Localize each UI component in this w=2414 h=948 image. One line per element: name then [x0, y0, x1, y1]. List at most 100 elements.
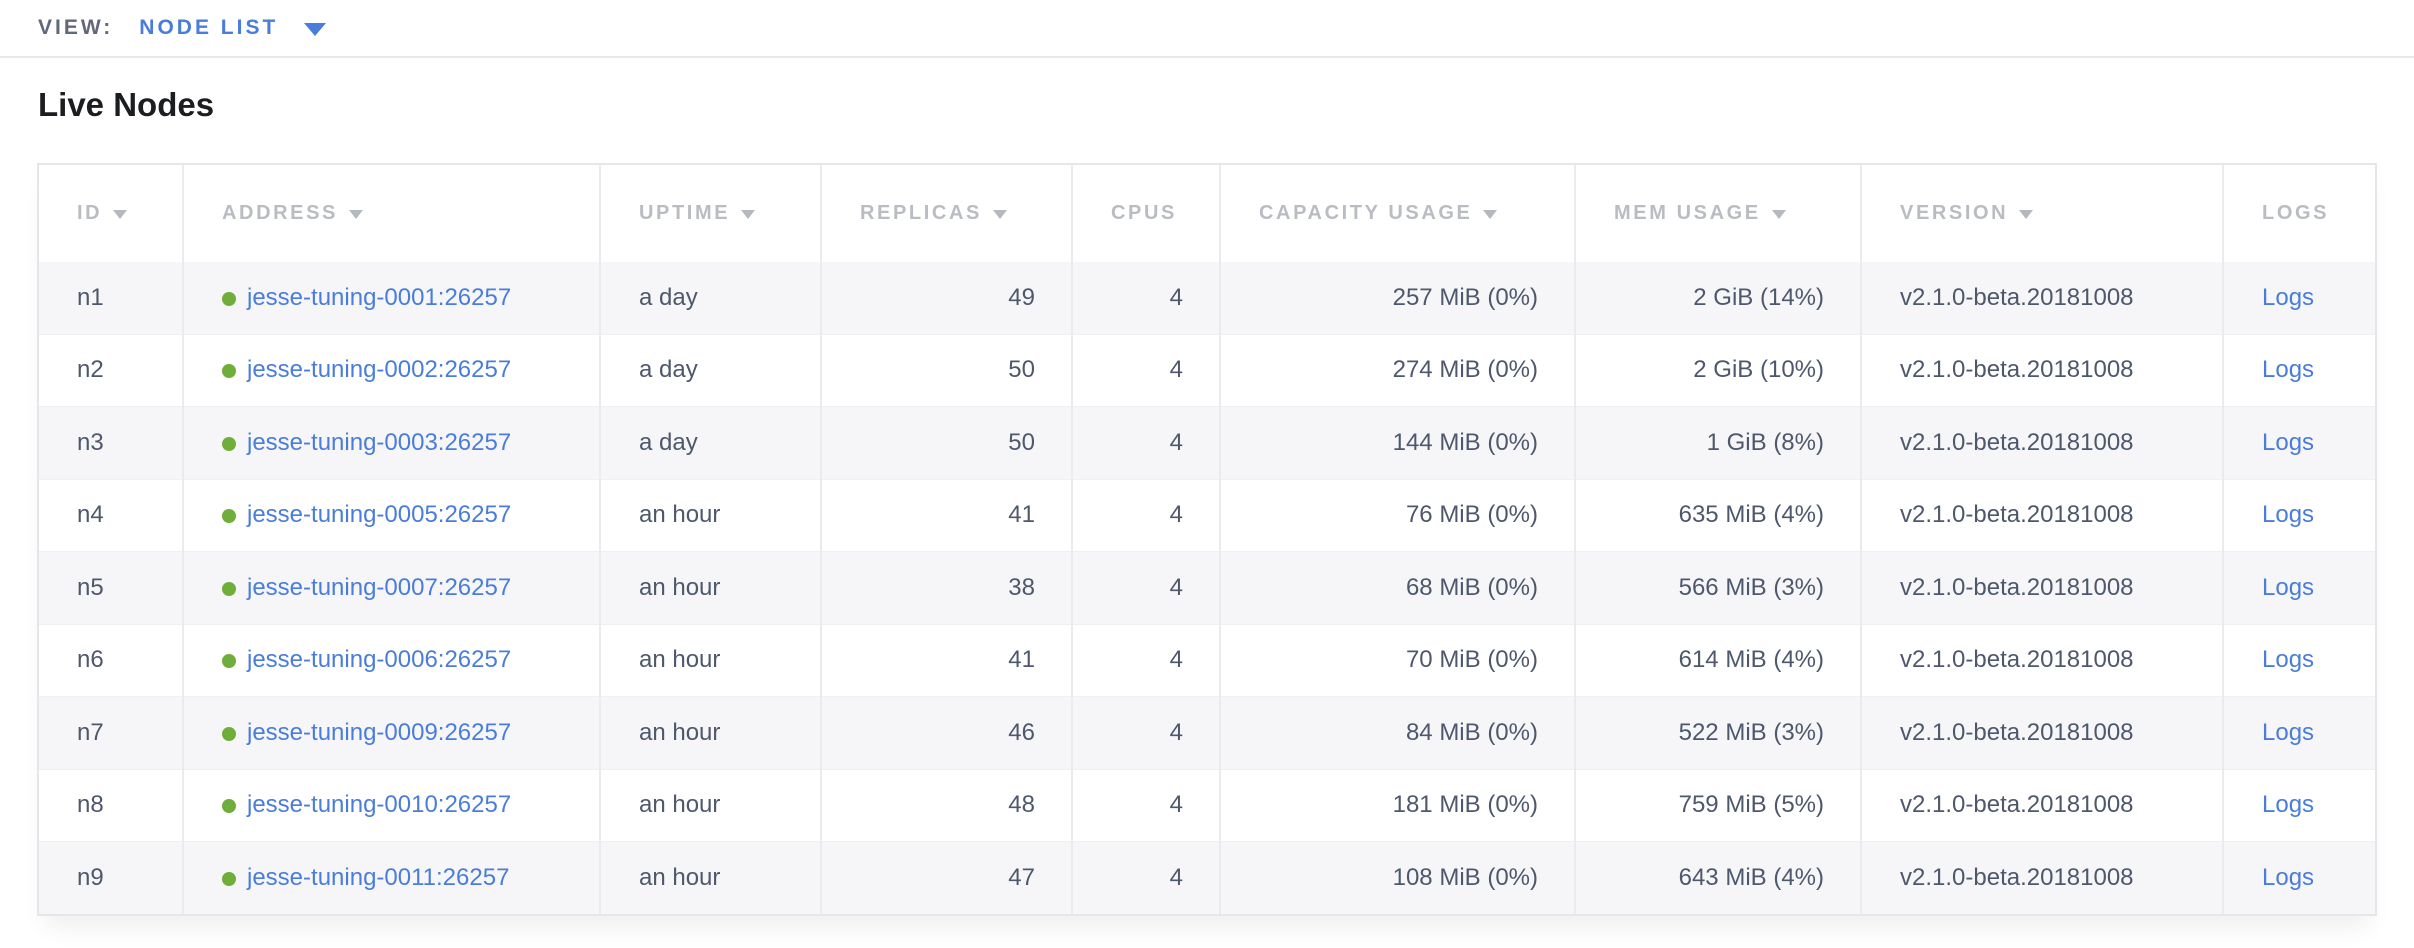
- capacity-usage-cell: 257 MiB (0%): [1220, 261, 1576, 335]
- version-cell: v2.1.0-beta.20181008: [1861, 551, 2224, 625]
- node-address-cell: jesse-tuning-0006:26257: [183, 623, 601, 697]
- column-header-capacity[interactable]: CAPACITY USAGE: [1220, 164, 1576, 262]
- column-header-address[interactable]: ADDRESS: [183, 164, 601, 262]
- replicas-cell: 41: [821, 478, 1073, 552]
- version-cell: v2.1.0-beta.20181008: [1861, 406, 2224, 480]
- logs-cell: Logs: [2223, 333, 2375, 407]
- replicas-cell: 47: [821, 841, 1073, 915]
- logs-link[interactable]: Logs: [2262, 791, 2315, 819]
- version-cell: v2.1.0-beta.20181008: [1861, 623, 2224, 697]
- node-address-cell: jesse-tuning-0001:26257: [183, 261, 601, 335]
- column-header-logs: LOGS: [2223, 164, 2375, 262]
- capacity-usage-cell: 68 MiB (0%): [1220, 551, 1576, 625]
- column-header-cpus: CPUS: [1072, 164, 1221, 262]
- sort-caret-icon: [992, 209, 1007, 219]
- logs-cell: Logs: [2223, 696, 2375, 770]
- node-health-icon: [222, 654, 236, 669]
- node-health-icon: [222, 509, 236, 524]
- column-header-label: CPUS: [1111, 201, 1177, 224]
- capacity-usage-cell: 144 MiB (0%): [1220, 406, 1576, 480]
- logs-link[interactable]: Logs: [2262, 718, 2315, 746]
- caret-down-icon: [304, 23, 327, 36]
- node-id-cell: n8: [39, 768, 184, 842]
- sort-caret-icon: [2019, 209, 2034, 219]
- node-address-link[interactable]: jesse-tuning-0003:26257: [247, 428, 512, 456]
- uptime-cell: an hour: [600, 841, 822, 915]
- table-row: n3 jesse-tuning-0003:26257 a day 50 4 14…: [39, 406, 2375, 480]
- replicas-cell: 48: [821, 768, 1073, 842]
- column-header-uptime[interactable]: UPTIME: [600, 164, 822, 262]
- logs-link[interactable]: Logs: [2262, 356, 2315, 384]
- logs-cell: Logs: [2223, 623, 2375, 697]
- column-header-mem[interactable]: MEM USAGE: [1575, 164, 1862, 262]
- version-cell: v2.1.0-beta.20181008: [1861, 261, 2224, 335]
- mem-usage-cell: 614 MiB (4%): [1575, 623, 1862, 697]
- node-address-link[interactable]: jesse-tuning-0010:26257: [247, 791, 512, 819]
- node-address-link[interactable]: jesse-tuning-0001:26257: [247, 283, 512, 311]
- capacity-usage-cell: 274 MiB (0%): [1220, 333, 1576, 407]
- mem-usage-cell: 643 MiB (4%): [1575, 841, 1862, 915]
- version-cell: v2.1.0-beta.20181008: [1861, 841, 2224, 915]
- node-health-icon: [222, 436, 236, 451]
- node-address-link[interactable]: jesse-tuning-0002:26257: [247, 356, 512, 384]
- sort-caret-icon: [1771, 209, 1786, 219]
- node-address-link[interactable]: jesse-tuning-0005:26257: [247, 501, 512, 529]
- node-address-link[interactable]: jesse-tuning-0009:26257: [247, 718, 512, 746]
- logs-cell: Logs: [2223, 841, 2375, 915]
- cpus-cell: 4: [1072, 333, 1221, 407]
- table-row: n1 jesse-tuning-0001:26257 a day 49 4 25…: [39, 261, 2375, 335]
- logs-link[interactable]: Logs: [2262, 283, 2315, 311]
- node-id-cell: n4: [39, 478, 184, 552]
- cpus-cell: 4: [1072, 841, 1221, 915]
- node-address-cell: jesse-tuning-0010:26257: [183, 768, 601, 842]
- uptime-cell: an hour: [600, 768, 822, 842]
- column-header-label: ADDRESS: [222, 201, 338, 224]
- table-row: n4 jesse-tuning-0005:26257 an hour 41 4 …: [39, 478, 2375, 552]
- column-header-id[interactable]: ID: [39, 164, 184, 262]
- logs-link[interactable]: Logs: [2262, 428, 2315, 456]
- column-header-replicas[interactable]: REPLICAS: [821, 164, 1073, 262]
- main-content: Live Nodes ID ADDRESS UPTIME REPLICAS CPUS CA…: [0, 85, 2414, 917]
- capacity-usage-cell: 76 MiB (0%): [1220, 478, 1576, 552]
- replicas-cell: 50: [821, 406, 1073, 480]
- mem-usage-cell: 522 MiB (3%): [1575, 696, 1862, 770]
- column-header-label: ID: [77, 201, 103, 224]
- logs-link[interactable]: Logs: [2262, 573, 2315, 601]
- node-id-cell: n7: [39, 696, 184, 770]
- mem-usage-cell: 759 MiB (5%): [1575, 768, 1862, 842]
- node-address-cell: jesse-tuning-0005:26257: [183, 478, 601, 552]
- table-row: n6 jesse-tuning-0006:26257 an hour 41 4 …: [39, 623, 2375, 697]
- replicas-cell: 38: [821, 551, 1073, 625]
- uptime-cell: an hour: [600, 551, 822, 625]
- node-address-link[interactable]: jesse-tuning-0006:26257: [247, 646, 512, 674]
- uptime-cell: an hour: [600, 696, 822, 770]
- sort-caret-icon: [1483, 209, 1498, 219]
- node-health-icon: [222, 581, 236, 596]
- node-address-link[interactable]: jesse-tuning-0007:26257: [247, 573, 512, 601]
- cpus-cell: 4: [1072, 696, 1221, 770]
- mem-usage-cell: 2 GiB (14%): [1575, 261, 1862, 335]
- logs-link[interactable]: Logs: [2262, 646, 2315, 674]
- node-health-icon: [222, 872, 236, 887]
- cpus-cell: 4: [1072, 768, 1221, 842]
- view-bar: VIEW: NODE LIST: [0, 0, 2414, 58]
- node-id-cell: n9: [39, 841, 184, 915]
- replicas-cell: 49: [821, 261, 1073, 335]
- logs-cell: Logs: [2223, 406, 2375, 480]
- view-selector[interactable]: NODE LIST: [139, 16, 327, 40]
- node-id-cell: n2: [39, 333, 184, 407]
- logs-cell: Logs: [2223, 768, 2375, 842]
- node-address-link[interactable]: jesse-tuning-0011:26257: [247, 864, 510, 892]
- capacity-usage-cell: 70 MiB (0%): [1220, 623, 1576, 697]
- column-header-version[interactable]: VERSION: [1861, 164, 2224, 262]
- mem-usage-cell: 1 GiB (8%): [1575, 406, 1862, 480]
- logs-link[interactable]: Logs: [2262, 864, 2315, 892]
- mem-usage-cell: 566 MiB (3%): [1575, 551, 1862, 625]
- node-health-icon: [222, 364, 236, 379]
- logs-link[interactable]: Logs: [2262, 501, 2315, 529]
- table-row: n2 jesse-tuning-0002:26257 a day 50 4 27…: [39, 333, 2375, 407]
- node-id-cell: n1: [39, 261, 184, 335]
- cpus-cell: 4: [1072, 478, 1221, 552]
- replicas-cell: 46: [821, 696, 1073, 770]
- column-header-label: REPLICAS: [860, 201, 982, 224]
